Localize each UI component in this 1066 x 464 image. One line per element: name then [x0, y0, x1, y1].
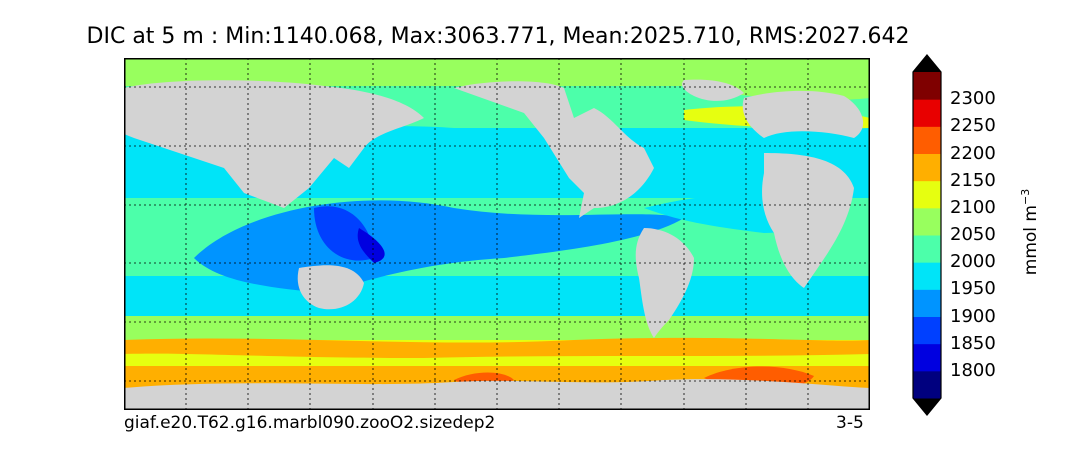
- dic-map: [124, 58, 870, 410]
- year-range: 3-5: [836, 413, 864, 433]
- colorbar-segment: [913, 99, 941, 127]
- colorbar-tick-label: 2050: [950, 224, 996, 245]
- land-europe: [742, 90, 864, 138]
- colorbar-segment: [913, 343, 941, 372]
- land-africa: [762, 153, 854, 288]
- colorbar-segment: [913, 370, 941, 399]
- colorbar: [912, 54, 942, 416]
- graticule: [124, 58, 870, 410]
- colorbar-segment: [913, 235, 941, 263]
- land-asia: [124, 80, 424, 208]
- colorbar-tick-label: 2150: [950, 169, 996, 191]
- land-north-america: [454, 81, 654, 218]
- colorbar-units: mmol m: [1020, 205, 1041, 276]
- colorbar-outline: [912, 54, 942, 416]
- colorbar-tick-label: 1900: [950, 305, 996, 327]
- colorbar-segment: [913, 289, 941, 317]
- colorbar-segment: [913, 180, 941, 209]
- colorbar-tick-label: 2250: [950, 115, 996, 137]
- colorbar-segment: [913, 316, 941, 345]
- land-greenland: [682, 79, 744, 101]
- colorbar-extend-low: [913, 398, 941, 415]
- plot-title: DIC at 5 m : Min:1140.068, Max:3063.771,…: [86, 24, 910, 49]
- colorbar-tick-label: 1800: [950, 359, 996, 381]
- map-panel: [124, 58, 870, 410]
- colorbar-segment: [913, 72, 941, 100]
- region-maritime: [314, 206, 374, 261]
- case-name: giaf.e20.T62.g16.marbl090.zooO2.sizedep2: [124, 413, 496, 433]
- colorbar-tick-label: 1850: [950, 332, 996, 354]
- colorbar-label: mmol m−3: [1019, 189, 1041, 275]
- colorbar-tick-label: 1950: [950, 278, 996, 300]
- colorbar-segment: [913, 153, 941, 182]
- map-frame: [124, 58, 870, 410]
- land-australia: [297, 265, 364, 310]
- colorbar-extend-high: [913, 55, 941, 72]
- colorbar-tick-label: 2200: [950, 142, 996, 164]
- colorbar-tick-label: 2000: [950, 251, 996, 273]
- region-indonesia: [357, 228, 385, 263]
- colorbar-units-exponent: −3: [1019, 188, 1033, 205]
- colorbar-segment: [913, 207, 941, 236]
- region-acc: [124, 337, 870, 358]
- colorbar-tick-label: 2300: [950, 88, 996, 110]
- colorbar-segment: [913, 262, 941, 290]
- land-south-america: [635, 228, 694, 338]
- colorbar-segment: [913, 126, 941, 154]
- colorbar-tick-label: 2100: [950, 196, 996, 218]
